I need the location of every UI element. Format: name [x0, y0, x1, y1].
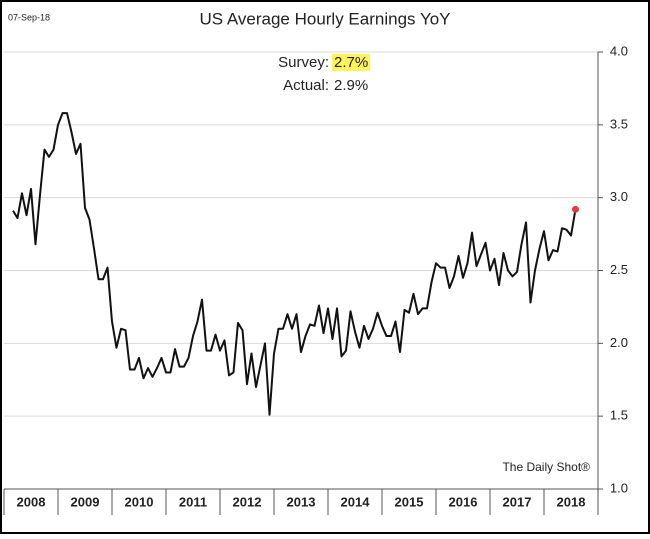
x-tick-label: 2015	[395, 494, 424, 509]
survey-label: Survey:	[278, 54, 329, 71]
x-tick-label: 2012	[233, 494, 262, 509]
x-tick-label: 2016	[449, 494, 478, 509]
x-tick-label: 2014	[341, 494, 371, 509]
last-point	[571, 205, 579, 213]
y-tick-label: 3.5	[610, 116, 628, 131]
y-tick-label: 3.0	[610, 189, 628, 204]
x-tick-label: 2008	[17, 494, 46, 509]
x-tick-label: 2011	[179, 494, 207, 509]
x-tick-label: 2013	[287, 494, 316, 509]
line	[12, 112, 577, 416]
actual-label: Actual:	[283, 77, 329, 94]
y-tick-label: 1.5	[610, 408, 628, 423]
actual-value: 2.9%	[334, 77, 368, 94]
y-tick-label: 2.5	[610, 262, 628, 277]
survey-value: 2.7%	[334, 54, 368, 71]
y-tick-label: 1.0	[610, 480, 628, 495]
highlight	[332, 53, 371, 71]
chart-title: US Average Hourly Earnings YoY	[199, 9, 450, 28]
x-tick-label: 2009	[71, 494, 100, 509]
x-tick-label: 2017	[503, 494, 532, 509]
source: The Daily Shot®	[502, 460, 590, 474]
x-tick-label: 2010	[125, 494, 154, 509]
y-tick-label: 4.0	[610, 43, 628, 58]
date-label: 07-Sep-18	[8, 12, 50, 22]
y-tick-label: 2.0	[610, 335, 628, 350]
x-tick-label: 2018	[557, 494, 586, 509]
